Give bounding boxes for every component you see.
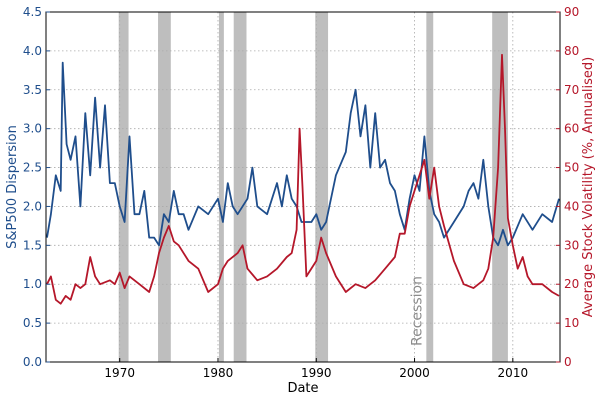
y-left-tick-label: 1.0 bbox=[23, 277, 42, 291]
x-tick-label: 2010 bbox=[498, 366, 529, 380]
recession-band-3 bbox=[218, 12, 224, 362]
y-right-tick-label: 60 bbox=[564, 122, 579, 136]
y-right-tick-label: 70 bbox=[564, 83, 579, 97]
y-left-axis-ticks: 0.0 0.5 1.0 1.5 2.0 2.5 3.0 3.5 4.0 4.5 bbox=[23, 5, 50, 369]
recession-band-4 bbox=[233, 12, 247, 362]
y-right-tick-label: 30 bbox=[564, 238, 579, 252]
y-left-tick-label: 2.5 bbox=[23, 161, 42, 175]
y-right-tick-label: 20 bbox=[564, 277, 579, 291]
y-left-tick-label: 4.0 bbox=[23, 44, 42, 58]
y-right-tick-label: 90 bbox=[564, 5, 579, 19]
y-left-tick-label: 2.0 bbox=[23, 199, 42, 213]
x-axis-ticks: 1970 1980 1990 2000 2010 bbox=[104, 358, 528, 380]
y-right-tick-label: 40 bbox=[564, 199, 579, 213]
x-tick-label: 1990 bbox=[301, 366, 332, 380]
x-axis-title: Date bbox=[287, 381, 318, 396]
series-line-left bbox=[46, 61, 560, 247]
y-right-tick-label: 80 bbox=[564, 44, 579, 58]
recession-annotation: Recession bbox=[409, 276, 425, 346]
recession-band-5 bbox=[315, 12, 329, 362]
y-right-axis-title: Average Stock Volatility (%, Annualised) bbox=[581, 57, 596, 317]
y-right-axis-ticks: 0 10 20 30 40 50 60 70 80 90 bbox=[556, 5, 579, 369]
y-left-tick-label: 3.0 bbox=[23, 122, 42, 136]
y-left-tick-label: 3.5 bbox=[23, 83, 42, 97]
x-tick-label: 2000 bbox=[399, 366, 430, 380]
recession-bands bbox=[118, 12, 508, 362]
y-right-tick-label: 10 bbox=[564, 316, 579, 330]
recession-band-2 bbox=[158, 12, 171, 362]
x-tick-label: 1970 bbox=[104, 366, 135, 380]
series-line-right bbox=[46, 53, 560, 305]
series-lines bbox=[46, 53, 560, 305]
recession-band-7 bbox=[492, 12, 508, 362]
plot-frame bbox=[45, 11, 561, 363]
y-left-tick-label: 0.0 bbox=[23, 355, 42, 369]
recession-band-1 bbox=[118, 12, 129, 362]
y-left-axis-title: S&P500 Dispersion bbox=[5, 125, 20, 249]
y-left-tick-label: 0.5 bbox=[23, 316, 42, 330]
y-right-tick-label: 50 bbox=[564, 161, 579, 175]
y-right-tick-label: 0 bbox=[564, 355, 572, 369]
y-left-tick-label: 1.5 bbox=[23, 238, 42, 252]
y-left-tick-label: 4.5 bbox=[23, 5, 42, 19]
x-tick-label: 1980 bbox=[203, 366, 234, 380]
